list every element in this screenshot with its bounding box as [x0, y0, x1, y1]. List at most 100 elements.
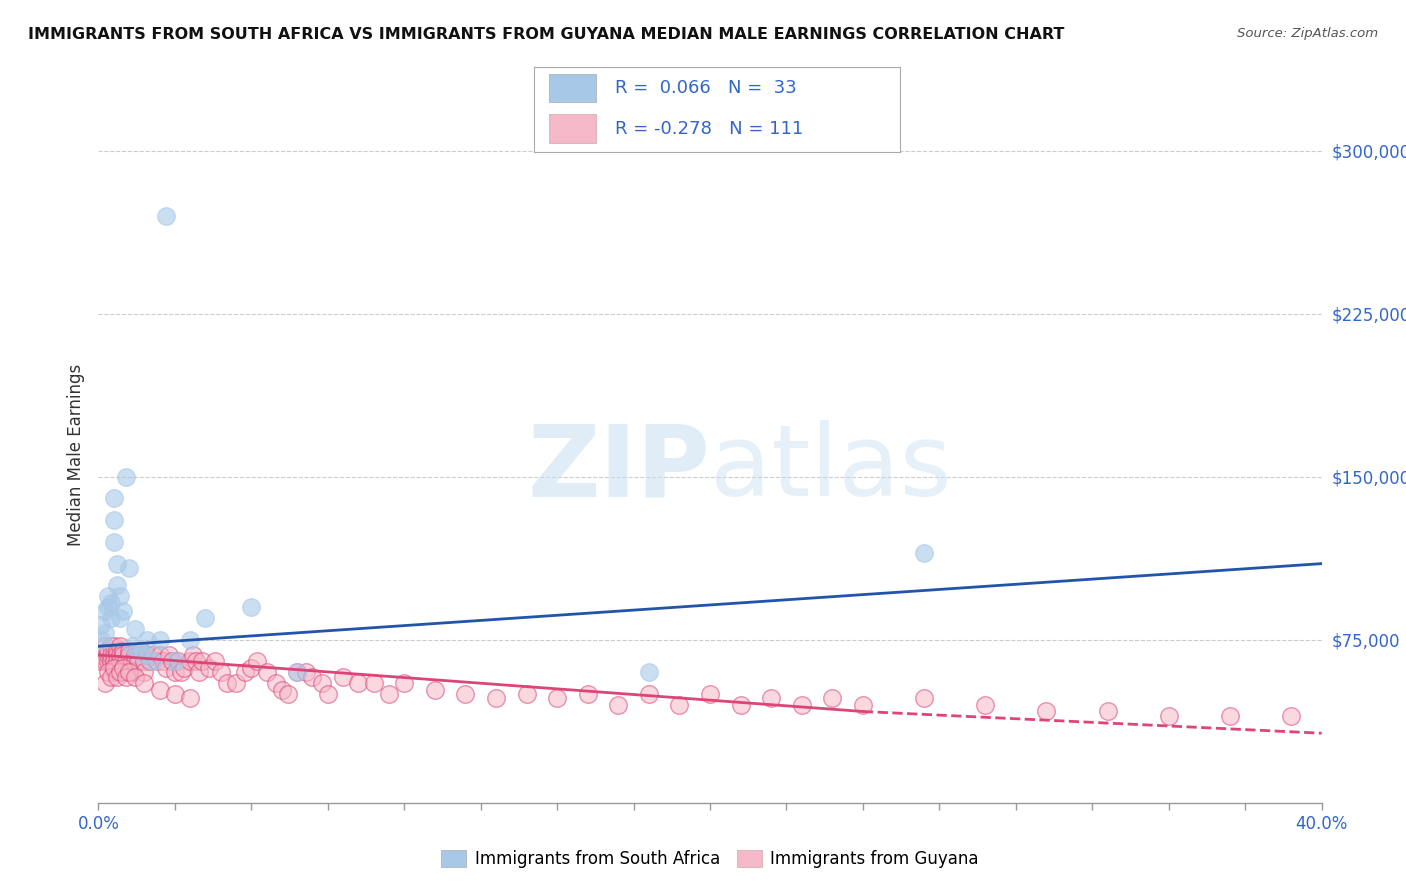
Point [264, 676, 287, 690]
Point [124, 622, 146, 636]
Point [392, 676, 416, 690]
Point [108, 655, 131, 669]
Point [108, 611, 131, 625]
Text: atlas: atlas [710, 420, 952, 517]
Point [332, 670, 354, 684]
Point [115, 469, 138, 483]
Point [197, 661, 219, 675]
Point [97, 655, 120, 669]
Point [103, 661, 125, 675]
Point [115, 655, 138, 669]
Point [225, 676, 247, 690]
Bar [548, 74, 596, 103]
Point [139, 655, 162, 669]
Point [186, 655, 208, 669]
Point [108, 639, 131, 653]
Bar [548, 114, 596, 143]
Point [115, 665, 138, 680]
Point [295, 665, 318, 680]
Point [194, 611, 217, 625]
Point [759, 691, 782, 706]
Point [124, 648, 146, 662]
Point [454, 687, 477, 701]
Point [118, 561, 141, 575]
Point [127, 648, 149, 662]
Point [974, 698, 997, 712]
Point [93, 655, 115, 669]
Point [149, 648, 172, 662]
Point [152, 655, 174, 669]
Point [145, 655, 167, 669]
Point [100, 611, 122, 625]
Point [149, 682, 172, 697]
Point [163, 687, 186, 701]
Point [108, 665, 131, 680]
Point [115, 670, 138, 684]
Point [730, 698, 752, 712]
Point [155, 209, 177, 223]
Point [103, 665, 125, 680]
Point [124, 655, 146, 669]
Point [256, 665, 278, 680]
Point [607, 698, 630, 712]
Point [1157, 708, 1180, 723]
Point [100, 648, 122, 662]
Point [134, 665, 156, 680]
Point [423, 682, 446, 697]
Point [155, 661, 177, 675]
Point [1279, 708, 1302, 723]
Point [485, 691, 508, 706]
Point [912, 691, 935, 706]
Point [90, 655, 112, 669]
Point [637, 687, 661, 701]
Text: R = -0.278   N = 111: R = -0.278 N = 111 [614, 120, 803, 137]
Point [233, 665, 256, 680]
Text: R =  0.066   N =  33: R = 0.066 N = 33 [614, 79, 796, 97]
Point [1219, 708, 1241, 723]
Point [163, 655, 186, 669]
Point [912, 546, 935, 560]
Point [1035, 705, 1057, 719]
Point [149, 632, 172, 647]
Point [97, 643, 120, 657]
Point [699, 687, 721, 701]
Point [821, 691, 844, 706]
Point [108, 648, 131, 662]
Point [118, 643, 141, 657]
Point [852, 698, 875, 712]
Point [103, 491, 125, 506]
Text: Source: ZipAtlas.com: Source: ZipAtlas.com [1237, 27, 1378, 40]
Point [1097, 705, 1119, 719]
Point [160, 655, 183, 669]
Point [136, 632, 159, 647]
Point [516, 687, 538, 701]
Point [188, 665, 211, 680]
Text: ZIP: ZIP [527, 420, 710, 517]
Point [191, 655, 214, 669]
Point [204, 655, 226, 669]
Point [90, 617, 112, 632]
Point [215, 676, 238, 690]
Point [363, 676, 385, 690]
Point [93, 676, 115, 690]
Point [240, 600, 263, 615]
Point [127, 643, 149, 657]
Point [93, 626, 115, 640]
Point [127, 655, 149, 669]
Point [285, 665, 308, 680]
Point [121, 655, 143, 669]
Point [134, 655, 156, 669]
Point [103, 655, 125, 669]
Point [108, 589, 131, 603]
Point [124, 670, 146, 684]
Point [179, 632, 201, 647]
Point [163, 665, 186, 680]
Point [378, 687, 401, 701]
Point [111, 643, 134, 657]
Point [209, 665, 232, 680]
Point [90, 648, 112, 662]
Point [347, 676, 370, 690]
Point [105, 643, 128, 657]
Point [100, 670, 122, 684]
Point [105, 670, 128, 684]
